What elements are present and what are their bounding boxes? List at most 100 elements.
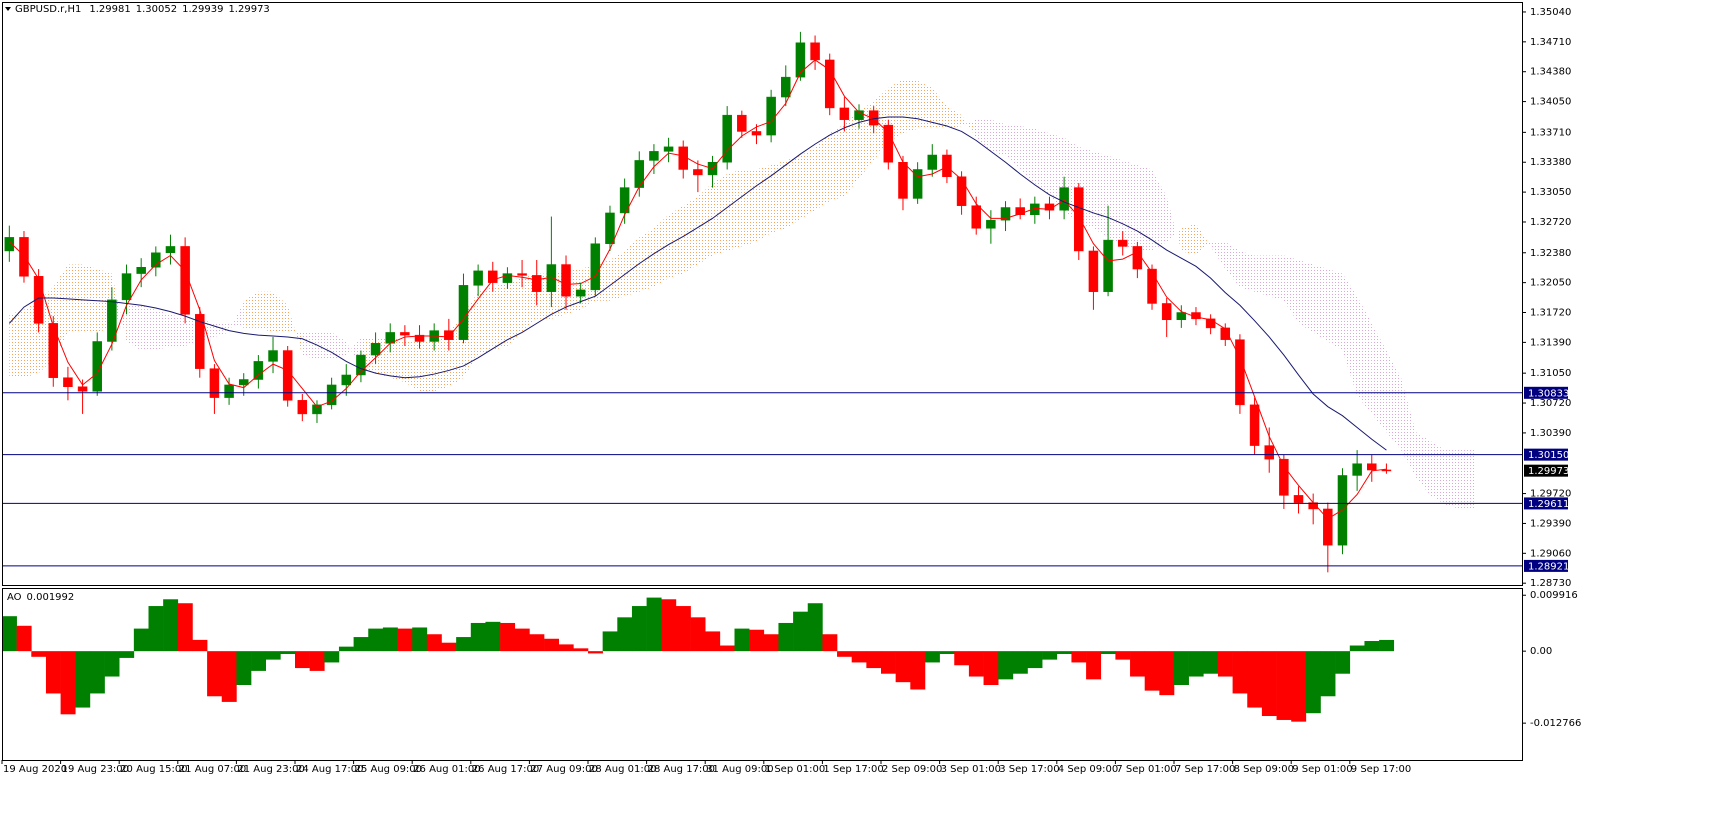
ichimoku-cloud (316, 332, 332, 360)
ao-bar (368, 628, 384, 652)
header-close: 1.29973 (228, 4, 269, 15)
x-tick-label: 8 Sep 09:00 (1234, 764, 1294, 775)
candle-body (956, 176, 967, 206)
ao-bar (441, 642, 457, 652)
hline-price-label: 1.30833 (1528, 388, 1569, 399)
y-tick-label: 1.30390 (1530, 428, 1571, 439)
dropdown-triangle[interactable] (5, 7, 11, 11)
y-tick-label: 1.32050 (1530, 278, 1571, 289)
x-tick-label: 3 Sep 17:00 (999, 764, 1059, 775)
y-tick-label: 1.33710 (1530, 127, 1571, 138)
ao-bar (910, 651, 926, 690)
ichimoku-cloud (1108, 155, 1123, 247)
ao-bar (1159, 651, 1175, 696)
ichimoku-cloud (1313, 264, 1328, 342)
x-tick-label: 1 Sep 01:00 (765, 764, 825, 775)
x-tick-label: 27 Aug 09:00 (530, 764, 597, 775)
ao-y-tick-label: -0.012766 (1530, 718, 1581, 729)
candle-body (1059, 187, 1069, 211)
candle-body (649, 151, 659, 161)
x-tick-label: 24 Aug 17:00 (296, 764, 363, 775)
ao-bar (265, 651, 281, 660)
y-tick-label: 1.33050 (1530, 187, 1571, 198)
candle-body (1352, 463, 1362, 476)
x-tick-label: 4 Sep 09:00 (1058, 764, 1118, 775)
candle-body (1088, 250, 1099, 292)
ao-bar (1276, 651, 1292, 720)
ao-bar (939, 651, 955, 654)
hline-price-label: 1.28921 (1528, 561, 1569, 572)
ichimoku-cloud (829, 124, 845, 202)
ao-bar (280, 651, 296, 654)
ao-bar (968, 651, 984, 677)
candle-body (326, 384, 337, 406)
ao-bar (470, 622, 486, 652)
candle-body (737, 114, 747, 132)
candle-body (1132, 246, 1143, 270)
candle-body (414, 334, 425, 342)
price-frame (2, 2, 1523, 586)
ao-bar (661, 599, 677, 652)
ichimoku-cloud (9, 309, 24, 378)
candle-body (1103, 239, 1113, 292)
symbol: GBPUSD.r,H1 (15, 4, 81, 15)
ichimoku-cloud (1210, 241, 1226, 270)
candle-body (1176, 312, 1187, 321)
candle-body (107, 299, 117, 342)
candle-body (370, 343, 381, 356)
ichimoku-cloud (111, 273, 127, 342)
candle-body (693, 169, 703, 176)
ichimoku-cloud (771, 160, 786, 233)
ao-bar (690, 617, 706, 652)
ao-bar (236, 651, 252, 685)
ichimoku-cloud (976, 119, 991, 152)
ao-bar (807, 603, 823, 652)
axes: 1.35040 1.34710 1.34380 1.34050 1.33710 1.333… (1, 7, 1581, 775)
y-tick-label: 1.35040 (1530, 7, 1571, 18)
candle-body (1220, 327, 1231, 340)
ao-bar (207, 651, 223, 697)
ichimoku-cloud (1357, 296, 1372, 414)
ao-bar (544, 638, 559, 652)
candle-body (488, 270, 498, 283)
ichimoku-cloud (727, 169, 742, 251)
candle-body (165, 246, 176, 254)
ichimoku-cloud (390, 336, 405, 383)
ichimoku-cloud (434, 332, 449, 392)
candle-body (121, 273, 132, 301)
x-tick-label: 1 Sep 17:00 (823, 764, 883, 775)
symbol-header: GBPUSD.r,H1 1.29981 1.30052 1.29939 1.29973 (15, 4, 270, 15)
ao-bar (251, 651, 266, 671)
ao-y-tick-label: 0.00 (1530, 646, 1552, 657)
y-tick-label: 1.34380 (1530, 67, 1571, 78)
ao-bar (1291, 651, 1307, 722)
ao-frame (2, 588, 1523, 761)
candle-body (268, 350, 278, 362)
ichimoku-cloud (1415, 432, 1431, 496)
ao-bar (837, 651, 852, 657)
candle-body (253, 361, 264, 380)
ao-bar (353, 637, 369, 652)
x-tick-label: 7 Sep 01:00 (1116, 764, 1176, 775)
ichimoku-cloud (1181, 223, 1196, 256)
ao-bar (529, 634, 545, 652)
candle-body (781, 76, 791, 98)
ao-bar (763, 634, 779, 652)
hline-price-box (1524, 386, 1568, 399)
x-tick-label: 26 Aug 17:00 (472, 764, 539, 775)
candle-body (619, 187, 630, 214)
candle-body (1117, 239, 1128, 247)
ao-bar (456, 637, 472, 652)
x-tick-label: 19 Aug 23:00 (62, 764, 129, 775)
ichimoku-cloud (1093, 151, 1109, 238)
ichimoku-cloud (785, 155, 801, 229)
y-tick-label: 1.30720 (1530, 398, 1571, 409)
candle-body (224, 384, 234, 398)
ichimoku-cloud (1122, 160, 1138, 251)
ichimoku-cloud (1371, 323, 1387, 433)
ao-bar (749, 629, 765, 652)
candle-body (1235, 339, 1245, 406)
ao-bar (1071, 651, 1087, 663)
candle-body (561, 264, 571, 297)
